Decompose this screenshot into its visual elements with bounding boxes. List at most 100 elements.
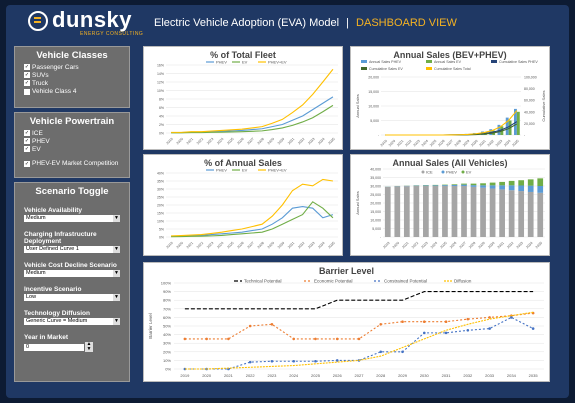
scenario-select[interactable]: Generic Curve = Medium ▼ xyxy=(24,318,120,325)
y-tick-label: 4% xyxy=(159,115,164,119)
x-tick-label: 2030 xyxy=(470,139,478,147)
y-tick-label: 5% xyxy=(159,228,164,232)
checkbox-label: ICE xyxy=(32,129,43,137)
chart-barrier-title: Barrier Level xyxy=(318,266,375,276)
y-tick-label: 5,000 xyxy=(370,119,379,123)
y-tick-label: 0% xyxy=(159,236,164,240)
x-tick-label: 2031 xyxy=(287,241,295,249)
y-tick-label: 20,000 xyxy=(368,76,379,80)
x-tick-label: 2031 xyxy=(497,241,505,249)
x-tick-label: 2019 xyxy=(180,373,190,378)
barrier-1-point xyxy=(292,337,296,341)
y-tick-label: 30% xyxy=(157,188,164,192)
scenario-select[interactable]: Medium ▼ xyxy=(24,215,120,222)
x-tick-label: 2033 xyxy=(307,137,315,145)
x-tick-label: 2024 xyxy=(216,241,224,249)
barrier-2-point xyxy=(444,331,448,335)
x-tick-label: 2025 xyxy=(311,373,321,378)
bar-ice xyxy=(489,188,496,237)
bar-phev xyxy=(505,117,509,135)
y-tick-label: 25,000 xyxy=(370,193,381,197)
scenario-select[interactable]: User Defined Curve 1 ▼ xyxy=(24,246,120,253)
checkbox-label: Truck xyxy=(32,79,49,87)
x-tick-label: 2030 xyxy=(277,137,285,145)
checkbox-powertrain-0[interactable]: ✓ ICE xyxy=(15,129,129,137)
bar-phev xyxy=(423,185,429,186)
scenario-select-value: Medium xyxy=(26,270,46,276)
scenario-label: Vehicle Cost Decline Scenario xyxy=(24,262,117,269)
chart-fleet-title: % of Total Fleet xyxy=(210,50,276,60)
chart-barrier-panel: Barrier Level 0% 10% 20% 30% 40% 50% 60% 70% 80%… xyxy=(143,262,550,382)
year-spinner[interactable]: ▲ ▼ xyxy=(85,341,93,352)
x-tick-label: 2031 xyxy=(442,373,452,378)
checkbox-icon: ✓ xyxy=(24,146,30,153)
checkbox-phev-ev-competition[interactable]: ✓ PHEV-EV Market Competition xyxy=(15,160,129,168)
scenario-select[interactable]: Medium ▼ xyxy=(24,270,120,277)
bar-phev xyxy=(508,185,515,191)
barrier-1-point xyxy=(270,322,274,326)
checkbox-label: PHEV-EV Market Competition xyxy=(32,160,119,168)
x-tick-label: 2028 xyxy=(257,137,265,145)
title-separator: | xyxy=(346,17,349,29)
y2-axis-label: Cumulative Sales xyxy=(541,90,546,121)
checkbox-powertrain-1[interactable]: ✓ PHEV xyxy=(15,137,129,145)
x-tick-label: 2029 xyxy=(267,241,275,249)
x-tick-label: 2035 xyxy=(327,241,335,249)
bar-ev xyxy=(516,111,520,135)
scenario-select[interactable]: Low ▼ xyxy=(24,294,120,301)
legend-swatch xyxy=(361,67,367,70)
x-tick-label: 2034 xyxy=(525,241,533,249)
x-tick-label: 2031 xyxy=(478,139,486,147)
x-tick-label: 2022 xyxy=(196,137,204,145)
powertrain-heading: Vehicle Powertrain xyxy=(29,116,115,127)
cum-total-line xyxy=(385,110,518,136)
x-tick-label: 2029 xyxy=(478,241,486,249)
barrier-3-line xyxy=(184,311,534,370)
x-tick-label: 2023 xyxy=(206,241,214,249)
scenario-label: Vehicle Availability xyxy=(24,207,83,214)
checkbox-vehicle-class-2[interactable]: ✓ Truck xyxy=(15,79,129,87)
y-tick-label: 0% xyxy=(165,367,171,372)
barrier-2-point xyxy=(422,331,426,335)
x-tick-label: 2032 xyxy=(487,139,495,147)
x-tick-label: 2022 xyxy=(404,139,412,147)
year-input[interactable]: 0 xyxy=(24,343,84,351)
checkbox-vehicle-class-3[interactable]: Vehicle Class 4 xyxy=(15,88,129,96)
x-tick-label: 2034 xyxy=(503,139,511,147)
scenario-select-value: Low xyxy=(26,294,37,300)
checkbox-icon: ✓ xyxy=(24,160,30,167)
y-tick-label: 10% xyxy=(157,89,164,93)
x-tick-label: 2033 xyxy=(485,373,495,378)
x-tick-label: 2032 xyxy=(297,241,305,249)
legend-label: PHEV xyxy=(216,60,227,65)
x-tick-label: 2032 xyxy=(506,241,514,249)
y-tick-label: 40,000 xyxy=(370,168,381,172)
barrier-2-point xyxy=(401,350,404,354)
chevron-down-icon: ▼ xyxy=(113,215,120,222)
y2-tick-label: 20,000 xyxy=(524,122,535,126)
barrier-1-point xyxy=(227,337,230,341)
y-tick-label: 15,000 xyxy=(368,90,379,94)
x-tick-label: 2029 xyxy=(267,137,275,145)
y2-tick-label: 100,000 xyxy=(524,76,537,80)
checkbox-icon: ✓ xyxy=(24,64,30,71)
x-tick-label: 2025 xyxy=(439,241,447,249)
legend-label: EV xyxy=(242,168,248,173)
legend-label: Annual Sales EV xyxy=(434,60,462,64)
checkbox-vehicle-class-1[interactable]: ✓ SUVs xyxy=(15,71,129,79)
logo-icon xyxy=(28,11,48,31)
chart-bev-phev: - 5,000 10,000 15,000 20,000 2019 2020 2021 2022… xyxy=(355,60,546,147)
x-tick-label: 2025 xyxy=(226,137,234,145)
barrier-2-line xyxy=(184,316,534,370)
barrier-1-point xyxy=(183,337,187,341)
legend-label: Cumulative Sales PHEV xyxy=(499,60,538,64)
x-tick-label: 2033 xyxy=(307,241,315,249)
annual-pct-2-line xyxy=(171,178,334,237)
y2-tick-label: 40,000 xyxy=(524,110,535,114)
cum-ev-line xyxy=(385,123,518,136)
legend-swatch xyxy=(491,60,497,63)
x-tick-label: 2026 xyxy=(437,139,445,147)
checkbox-powertrain-2[interactable]: ✓ EV xyxy=(15,145,129,153)
logo-word: dunsky xyxy=(52,7,133,32)
checkbox-vehicle-class-0[interactable]: ✓ Passenger Cars xyxy=(15,63,129,71)
